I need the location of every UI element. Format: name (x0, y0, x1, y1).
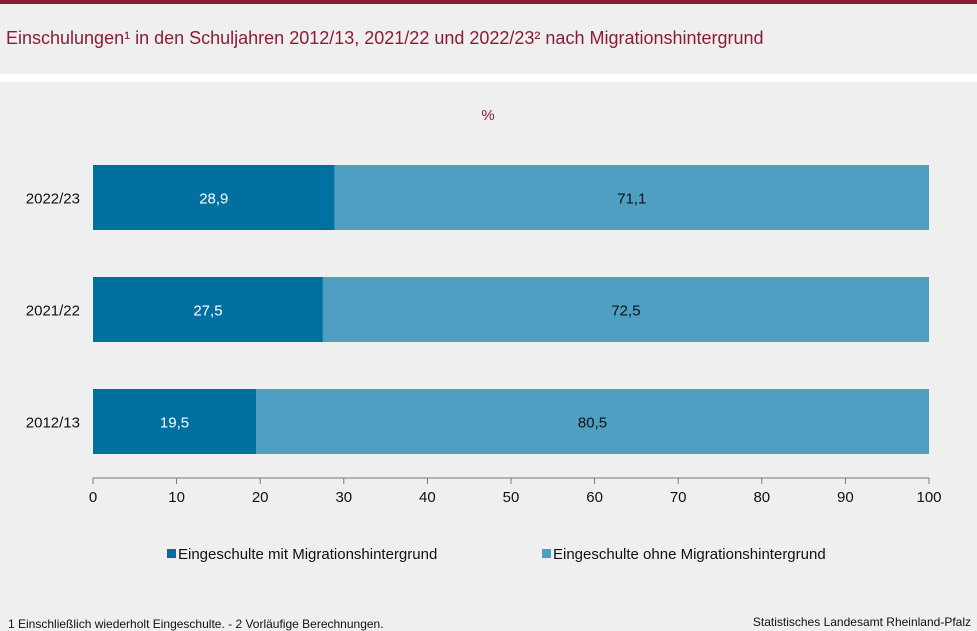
source-credit: Statistisches Landesamt Rheinland-Pfalz (752, 615, 971, 629)
bar-without-2021-22 (322, 277, 929, 342)
x-tick-label-90: 90 (837, 489, 854, 506)
category-label-2022-23: 2022/23 (26, 191, 80, 208)
bar-without-2012-13 (256, 389, 929, 454)
x-tick-label-40: 40 (419, 489, 436, 506)
data-label-without-2022-23: 71,1 (617, 191, 646, 208)
data-label-without-2021-22: 72,5 (611, 303, 640, 320)
legend-label-without: Eingeschulte ohne Migrationshintergrund (553, 546, 826, 563)
x-tick-label-0: 0 (89, 489, 97, 506)
x-tick-label-50: 50 (503, 489, 520, 506)
x-tick-label-30: 30 (335, 489, 352, 506)
chart-title: Einschulungen¹ in den Schuljahren 2012/1… (6, 28, 764, 48)
data-label-without-2012-13: 80,5 (578, 415, 607, 432)
data-label-with-2012-13: 19,5 (160, 415, 189, 432)
header: Einschulungen¹ in den Schuljahren 2012/1… (0, 4, 977, 74)
legend-label-with: Eingeschulte mit Migrationshintergrund (178, 546, 437, 563)
category-label-2012-13: 2012/13 (26, 415, 80, 432)
category-label-2021-22: 2021/22 (26, 303, 80, 320)
top-accent-rule (0, 0, 977, 4)
x-tick-label-20: 20 (252, 489, 269, 506)
bar-without-2022-23 (334, 165, 929, 230)
x-tick-label-100: 100 (916, 489, 941, 506)
legend-swatch-without (542, 549, 551, 558)
bar-with-2022-23 (93, 165, 335, 230)
x-tick-label-70: 70 (670, 489, 687, 506)
x-tick-label-10: 10 (168, 489, 185, 506)
header-separator (0, 74, 977, 82)
data-label-with-2021-22: 27,5 (193, 303, 222, 320)
bar-with-2021-22 (93, 277, 323, 342)
unit-label: % (481, 107, 494, 124)
data-label-with-2022-23: 28,9 (199, 191, 228, 208)
legend-swatch-with (167, 549, 176, 558)
x-tick-label-60: 60 (586, 489, 603, 506)
x-tick-label-80: 80 (753, 489, 770, 506)
bar-with-2012-13 (93, 389, 257, 454)
footnote: 1 Einschließlich wiederholt Eingeschulte… (8, 617, 384, 631)
